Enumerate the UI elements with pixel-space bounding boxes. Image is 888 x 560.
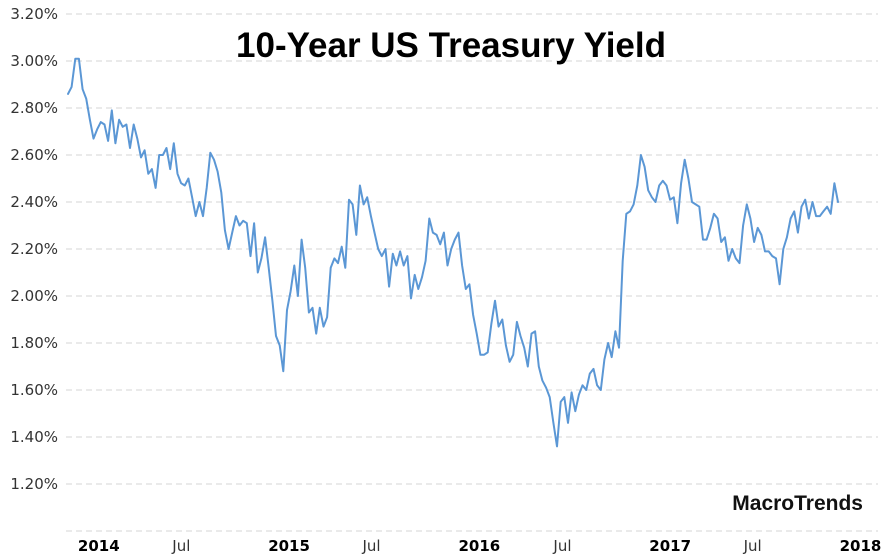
y-axis-label: 2.00% [10,287,58,305]
x-axis-label: 2014 [77,537,120,555]
x-axis-label: 2017 [649,537,692,555]
y-axis-label: 1.40% [10,428,58,446]
y-axis-label: 1.60% [10,381,58,399]
y-axis-label: 2.40% [10,193,58,211]
y-axis-label: 3.00% [10,52,58,70]
y-axis-label: 2.60% [10,146,58,164]
y-axis-label: 1.80% [10,334,58,352]
yield-line-series [67,57,839,448]
y-axis-label: 1.20% [10,475,58,493]
x-axis-label: Jul [553,537,572,555]
x-axis-label: Jul [743,537,762,555]
x-axis-label: 2015 [268,537,310,555]
x-axis-label: Jul [172,537,191,555]
macrotrends-watermark: MacroTrends [732,492,863,515]
y-axis-label: 3.20% [10,5,58,23]
x-axis-label: 2016 [458,537,501,555]
y-axis-label: 2.20% [10,240,58,258]
x-axis-label: Jul [362,537,381,555]
x-axis-label: 2018 [839,537,882,555]
y-axis-label: 2.80% [10,99,58,117]
chart-title: 10-Year US Treasury Yield [236,26,666,65]
